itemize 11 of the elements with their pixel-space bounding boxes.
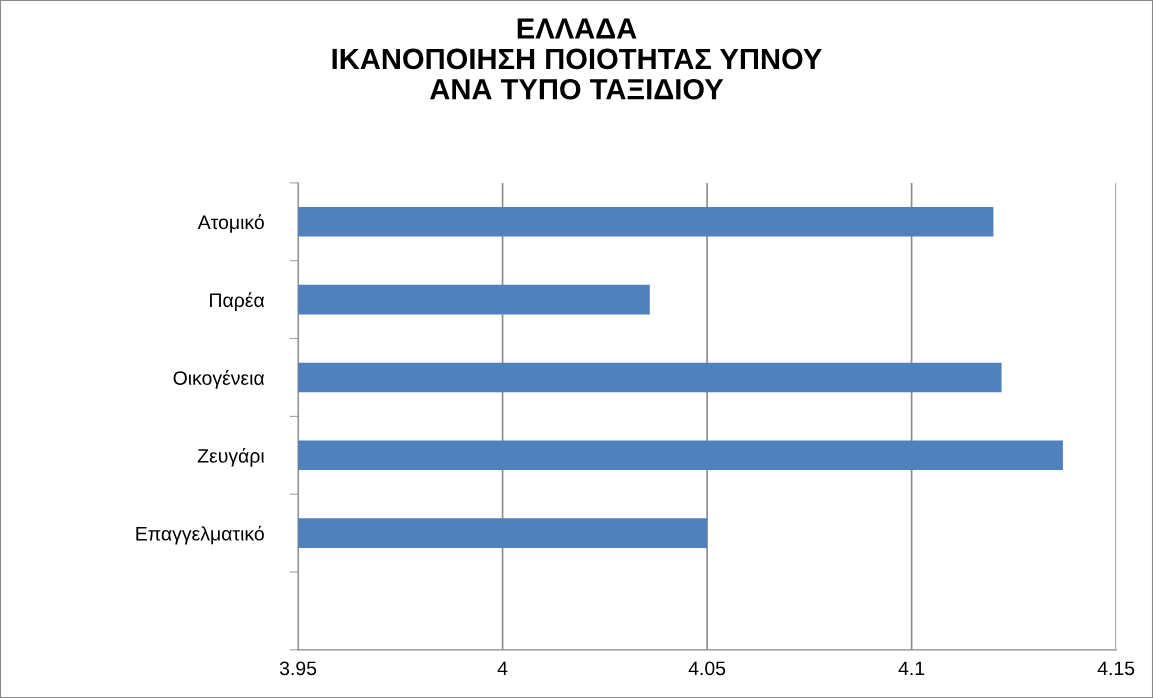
y-tick-label: Οικογένεια (173, 370, 265, 389)
x-tick-label: 4.15 (1097, 661, 1135, 676)
y-tick-label: Ατομικό (197, 214, 264, 233)
x-tick-label: 3.95 (279, 661, 317, 676)
x-tick-label: 4.1 (898, 661, 925, 676)
y-tick-label: Ζευγάρι (197, 447, 265, 467)
y-tick-label: Παρέα (210, 292, 265, 311)
chart-title: ΕΛΛΑΔΑ ΙΚΑΝΟΠΟΙΗΣΗ ΠΟΙΟΤΗΤΑΣ ΥΠΝΟΥ ΑΝΑ ΤΥΠΟ ΤΑΞΙΔΙΟΥ (332, 18, 822, 100)
x-tick-label: 4 (497, 661, 508, 676)
y-tick-label: Επαγγελματικό (136, 525, 264, 545)
x-tick-label: 4.05 (688, 661, 726, 676)
